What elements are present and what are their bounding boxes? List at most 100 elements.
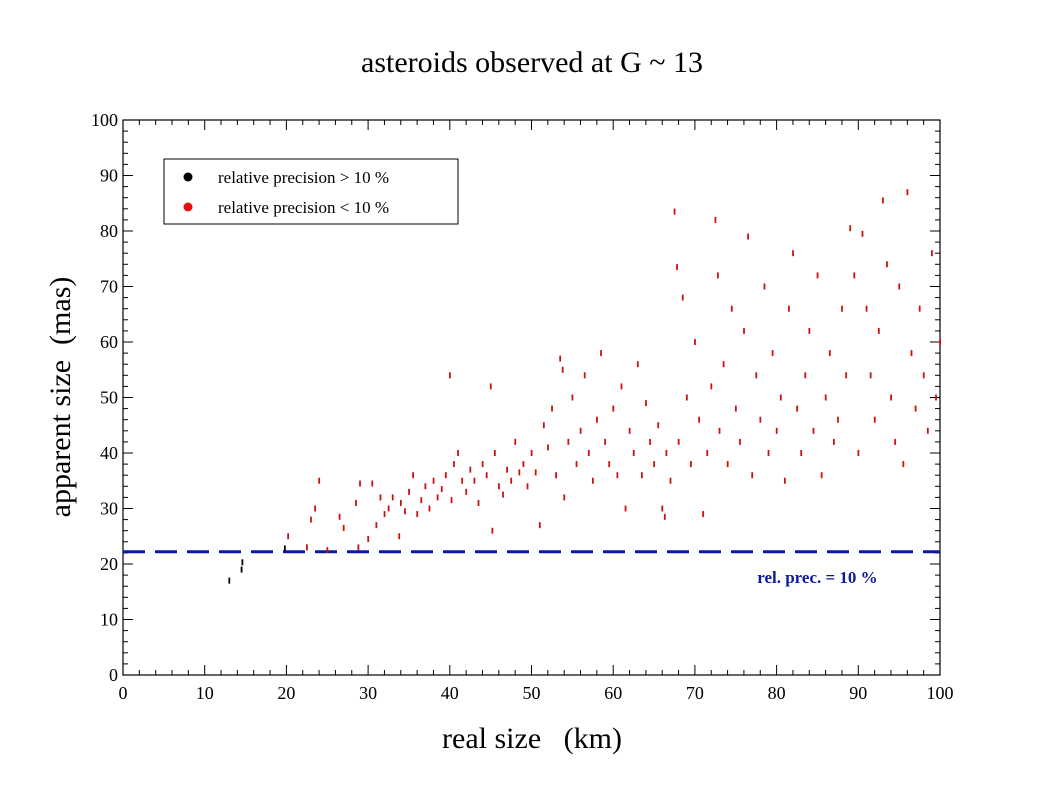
point-high-precision bbox=[608, 461, 611, 468]
point-high-precision bbox=[436, 494, 439, 501]
point-high-precision bbox=[449, 372, 451, 379]
data-points bbox=[228, 189, 941, 584]
y-tick-label: 80 bbox=[100, 221, 118, 241]
x-tick-label: 10 bbox=[196, 683, 214, 703]
point-high-precision bbox=[935, 394, 937, 401]
point-high-precision bbox=[910, 350, 913, 357]
point-high-precision bbox=[763, 283, 766, 290]
point-high-precision bbox=[669, 477, 672, 484]
legend: relative precision > 10 % relative preci… bbox=[163, 158, 459, 225]
point-high-precision bbox=[489, 383, 492, 390]
point-high-precision bbox=[600, 350, 602, 357]
point-high-precision bbox=[416, 511, 419, 518]
point-high-precision bbox=[498, 483, 500, 490]
point-low-precision bbox=[240, 566, 243, 573]
point-high-precision bbox=[440, 486, 443, 493]
point-high-precision bbox=[420, 497, 423, 504]
point-high-precision bbox=[898, 283, 901, 290]
point-high-precision bbox=[481, 461, 484, 468]
point-high-precision bbox=[661, 505, 664, 512]
point-high-precision bbox=[665, 450, 668, 456]
point-high-precision bbox=[906, 189, 909, 196]
point-high-precision bbox=[473, 477, 476, 484]
point-high-precision bbox=[510, 477, 513, 484]
point-high-precision bbox=[640, 472, 643, 479]
point-high-precision bbox=[922, 372, 925, 379]
legend-marker-black bbox=[183, 172, 193, 182]
point-high-precision bbox=[491, 527, 494, 534]
point-high-precision bbox=[428, 505, 431, 512]
point-high-precision bbox=[837, 416, 839, 423]
point-high-precision bbox=[681, 294, 684, 301]
point-high-precision bbox=[338, 513, 341, 520]
point-high-precision bbox=[493, 450, 496, 456]
point-high-precision bbox=[375, 522, 378, 529]
point-high-precision bbox=[706, 450, 709, 456]
point-high-precision bbox=[861, 230, 864, 237]
x-tick-label: 100 bbox=[927, 683, 954, 703]
point-high-precision bbox=[775, 427, 778, 434]
point-high-precision bbox=[563, 494, 566, 501]
point-high-precision bbox=[890, 394, 892, 401]
point-high-precision bbox=[698, 416, 700, 423]
y-tick-label: 30 bbox=[100, 499, 118, 519]
point-high-precision bbox=[832, 438, 835, 445]
chart-title: asteroids observed at G ~ 13 bbox=[361, 46, 703, 79]
point-high-precision bbox=[465, 488, 468, 495]
point-high-precision bbox=[424, 483, 427, 490]
point-high-precision bbox=[502, 491, 504, 498]
axis-ticks: 0 10 20 30 40 50 60 70 80 90 100 0 10 20 30 40 50 60 70 80 9… bbox=[91, 110, 954, 703]
point-high-precision bbox=[583, 372, 586, 379]
point-high-precision bbox=[432, 477, 435, 484]
point-low-precision bbox=[283, 545, 286, 552]
y-tick-label: 40 bbox=[100, 443, 118, 463]
point-low-precision bbox=[228, 577, 231, 584]
point-high-precision bbox=[759, 416, 762, 423]
point-high-precision bbox=[663, 513, 666, 520]
x-tick-label: 80 bbox=[768, 683, 786, 703]
y-tick-label: 90 bbox=[100, 166, 118, 186]
point-high-precision bbox=[326, 547, 329, 554]
point-high-precision bbox=[391, 494, 394, 501]
point-high-precision bbox=[404, 508, 406, 515]
point-high-precision bbox=[579, 427, 582, 434]
point-high-precision bbox=[591, 477, 594, 484]
point-high-precision bbox=[342, 524, 345, 531]
x-tick-label: 90 bbox=[849, 683, 867, 703]
point-high-precision bbox=[314, 505, 316, 512]
point-high-precision bbox=[676, 264, 678, 271]
point-high-precision bbox=[636, 361, 639, 368]
point-high-precision bbox=[555, 472, 558, 479]
x-axis-label: real size (km) bbox=[442, 722, 622, 755]
point-high-precision bbox=[816, 272, 819, 279]
point-high-precision bbox=[931, 250, 933, 257]
point-high-precision bbox=[853, 272, 856, 279]
point-high-precision bbox=[783, 477, 786, 484]
y-tick-label: 0 bbox=[109, 665, 118, 685]
point-high-precision bbox=[894, 438, 897, 445]
point-high-precision bbox=[841, 305, 843, 312]
point-high-precision bbox=[918, 305, 921, 312]
point-high-precision bbox=[653, 461, 656, 468]
y-tick-label: 100 bbox=[91, 110, 118, 130]
point-high-precision bbox=[596, 416, 598, 423]
point-high-precision bbox=[604, 438, 607, 445]
legend-label-2: relative precision < 10 % bbox=[218, 198, 389, 217]
point-high-precision bbox=[526, 483, 529, 490]
point-high-precision bbox=[828, 350, 831, 357]
point-high-precision bbox=[673, 208, 676, 215]
point-high-precision bbox=[722, 361, 725, 368]
point-high-precision bbox=[287, 533, 290, 540]
point-high-precision bbox=[869, 372, 872, 379]
point-high-precision bbox=[444, 472, 447, 479]
point-high-precision bbox=[743, 327, 745, 334]
point-high-precision bbox=[616, 472, 619, 479]
point-high-precision bbox=[677, 438, 680, 445]
point-high-precision bbox=[408, 488, 410, 495]
point-high-precision bbox=[747, 233, 750, 240]
point-high-precision bbox=[739, 438, 741, 445]
x-tick-label: 60 bbox=[604, 683, 622, 703]
point-high-precision bbox=[812, 427, 815, 434]
point-high-precision bbox=[685, 394, 688, 401]
